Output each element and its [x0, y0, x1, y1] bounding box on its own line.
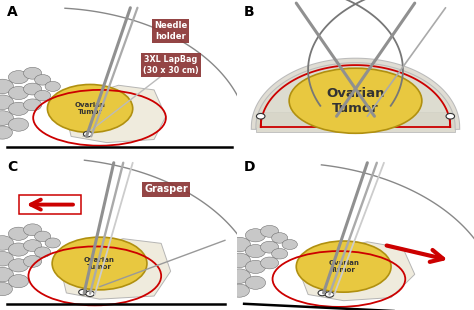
Polygon shape: [62, 239, 171, 299]
Circle shape: [272, 249, 288, 259]
Circle shape: [272, 232, 288, 243]
Circle shape: [9, 275, 28, 288]
Circle shape: [9, 86, 28, 100]
Ellipse shape: [296, 241, 391, 292]
Circle shape: [0, 126, 12, 139]
Circle shape: [86, 291, 94, 296]
Circle shape: [24, 224, 42, 236]
Circle shape: [0, 79, 13, 94]
Circle shape: [9, 243, 28, 256]
Circle shape: [228, 269, 250, 283]
Circle shape: [9, 227, 28, 240]
Circle shape: [261, 241, 279, 253]
Circle shape: [35, 74, 51, 85]
Circle shape: [24, 255, 42, 267]
Circle shape: [282, 240, 297, 250]
Ellipse shape: [289, 68, 422, 133]
Polygon shape: [256, 112, 455, 132]
Text: Needle
holder: Needle holder: [154, 21, 187, 41]
Text: A: A: [7, 5, 18, 19]
Circle shape: [0, 251, 13, 266]
Ellipse shape: [47, 84, 133, 133]
Circle shape: [24, 240, 42, 251]
Circle shape: [45, 238, 60, 248]
Circle shape: [9, 118, 28, 131]
Circle shape: [0, 111, 13, 125]
Circle shape: [229, 284, 249, 297]
Circle shape: [0, 267, 13, 282]
Circle shape: [79, 290, 87, 295]
Circle shape: [228, 237, 250, 252]
Circle shape: [83, 131, 92, 137]
Text: C: C: [7, 160, 18, 174]
Polygon shape: [301, 242, 415, 301]
Circle shape: [9, 259, 28, 272]
Circle shape: [261, 225, 279, 237]
Text: Ovarian
Tumor: Ovarian Tumor: [328, 260, 359, 273]
Circle shape: [0, 95, 13, 109]
Circle shape: [246, 229, 265, 242]
Circle shape: [24, 83, 42, 95]
Text: B: B: [244, 5, 255, 19]
Circle shape: [9, 102, 28, 115]
Text: 3XL LapBag
(30 x 30 cm): 3XL LapBag (30 x 30 cm): [143, 55, 199, 75]
Circle shape: [45, 82, 60, 91]
Circle shape: [9, 71, 28, 84]
Circle shape: [24, 67, 42, 79]
Circle shape: [256, 113, 265, 119]
Circle shape: [228, 253, 250, 268]
Circle shape: [246, 245, 265, 258]
Text: Ovarian
Tumor: Ovarian Tumor: [326, 87, 385, 115]
Ellipse shape: [52, 237, 147, 290]
Text: Grasper: Grasper: [144, 184, 188, 194]
Circle shape: [246, 276, 265, 289]
Text: D: D: [244, 160, 255, 174]
Circle shape: [325, 292, 334, 297]
Circle shape: [35, 247, 51, 257]
Circle shape: [35, 231, 51, 242]
Polygon shape: [66, 85, 166, 143]
Text: Ovarian
Tumor: Ovarian Tumor: [74, 102, 106, 115]
Circle shape: [318, 290, 327, 296]
Circle shape: [261, 257, 279, 269]
Text: Ovarian
Tumor: Ovarian Tumor: [84, 257, 115, 270]
Circle shape: [35, 91, 51, 101]
Circle shape: [446, 113, 455, 119]
Circle shape: [24, 99, 42, 111]
Circle shape: [246, 260, 265, 273]
Circle shape: [0, 282, 12, 296]
Circle shape: [0, 236, 13, 250]
Polygon shape: [256, 62, 455, 127]
